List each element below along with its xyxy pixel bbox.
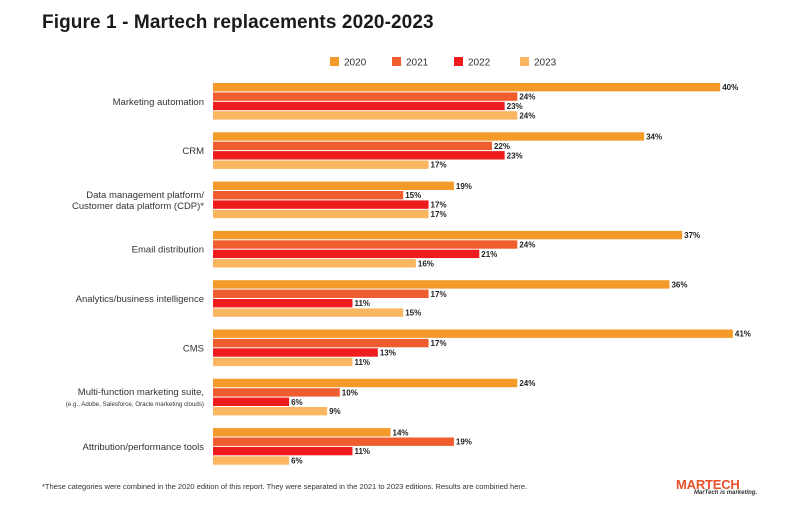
bar-2020-cat-3 (213, 181, 454, 190)
data-label-2023-cat-6: 11% (354, 358, 370, 367)
data-label-2020-cat-1: 40% (722, 83, 738, 92)
bar-2021-cat-8 (213, 437, 454, 446)
data-label-2023-cat-7: 9% (329, 407, 341, 416)
legend-label-2020: 2020 (344, 58, 367, 69)
category-label-8-line-1: Attribution/performance tools (83, 442, 205, 453)
bar-2022-cat-8 (213, 446, 353, 456)
data-label-2020-cat-6: 41% (735, 330, 751, 339)
chart-title: Figure 1 - Martech replacements 2020-202… (42, 12, 434, 33)
bar-2022-cat-5 (213, 299, 353, 308)
data-label-2020-cat-2: 34% (646, 133, 662, 142)
bar-2020-cat-8 (213, 428, 391, 437)
bar-2020-cat-1 (213, 83, 721, 92)
bar-2023-cat-5 (213, 308, 404, 317)
category-label-2-line-1: CRM (182, 146, 204, 157)
data-label-2020-cat-7: 24% (519, 379, 535, 388)
category-label-3-line-2: Customer data platform (CDP)* (72, 201, 204, 212)
bar-2020-cat-2 (213, 132, 645, 141)
bar-2021-cat-2 (213, 141, 492, 151)
legend-label-2021: 2021 (406, 58, 429, 69)
bar-2022-cat-7 (213, 397, 290, 406)
bar-2021-cat-3 (213, 191, 404, 200)
data-label-2021-cat-3: 15% (405, 191, 421, 200)
data-label-2023-cat-2: 17% (431, 161, 447, 170)
data-label-2022-cat-2: 23% (507, 151, 523, 160)
logo-tagline: MarTech is marketing. (694, 490, 758, 496)
bar-2021-cat-5 (213, 289, 429, 298)
bar-2022-cat-2 (213, 151, 505, 160)
data-label-2023-cat-8: 6% (291, 457, 303, 466)
bar-2021-cat-6 (213, 338, 429, 348)
legend-swatch-2020 (330, 57, 339, 66)
data-label-2023-cat-1: 24% (519, 111, 535, 120)
data-label-2022-cat-7: 6% (291, 398, 303, 407)
bar-2020-cat-5 (213, 280, 670, 289)
legend-label-2023: 2023 (534, 58, 557, 69)
bar-2022-cat-6 (213, 348, 378, 357)
legend-swatch-2022 (454, 57, 463, 66)
bar-2022-cat-4 (213, 249, 480, 259)
bar-2023-cat-6 (213, 357, 353, 367)
bar-2021-cat-7 (213, 388, 340, 397)
data-label-2021-cat-7: 10% (342, 388, 358, 397)
category-label-1-line-1: Marketing automation (113, 97, 204, 108)
bar-2020-cat-6 (213, 329, 733, 338)
bar-2023-cat-2 (213, 160, 429, 169)
bar-2023-cat-7 (213, 407, 328, 416)
bar-2023-cat-1 (213, 111, 518, 120)
legend-swatch-2023 (520, 57, 529, 66)
bar-2020-cat-7 (213, 378, 518, 388)
martech-logo: MARTECH MarTech is marketing. (676, 477, 776, 496)
data-label-2023-cat-4: 16% (418, 259, 434, 268)
data-label-2021-cat-6: 17% (431, 339, 447, 348)
category-label-7-line-2: (e.g., Adobe, Salesforce, Oracle marketi… (66, 401, 204, 408)
data-label-2022-cat-3: 17% (431, 201, 447, 210)
category-label-5-line-1: Analytics/business intelligence (76, 294, 204, 305)
data-label-2020-cat-3: 19% (456, 182, 472, 191)
legend-label-2022: 2022 (468, 58, 491, 69)
data-label-2022-cat-6: 13% (380, 349, 396, 358)
data-label-2022-cat-1: 23% (507, 102, 523, 111)
data-label-2022-cat-4: 21% (481, 250, 497, 259)
data-label-2020-cat-4: 37% (684, 231, 700, 240)
logo-wordmark: MARTECH (676, 477, 740, 492)
bar-2021-cat-1 (213, 92, 518, 101)
data-label-2023-cat-3: 17% (431, 210, 447, 219)
bar-2022-cat-3 (213, 200, 429, 209)
category-label-7-line-1: Multi-function marketing suite, (78, 387, 204, 398)
bar-2023-cat-4 (213, 259, 416, 268)
data-label-2020-cat-5: 36% (671, 280, 687, 289)
bar-2021-cat-4 (213, 240, 518, 249)
footnote: *These categories were combined in the 2… (42, 482, 528, 491)
data-label-2021-cat-8: 19% (456, 438, 472, 447)
data-label-2022-cat-8: 11% (354, 447, 370, 456)
data-label-2021-cat-2: 22% (494, 142, 510, 151)
category-label-3-line-1: Data management platform/ (86, 190, 204, 201)
legend-swatch-2021 (392, 57, 401, 66)
data-label-2022-cat-5: 11% (354, 299, 370, 308)
data-label-2021-cat-4: 24% (519, 241, 535, 250)
data-label-2021-cat-1: 24% (519, 93, 535, 102)
category-label-6-line-1: CMS (183, 343, 204, 354)
bar-2023-cat-8 (213, 456, 290, 465)
bar-2022-cat-1 (213, 101, 505, 111)
bar-2023-cat-3 (213, 209, 429, 219)
data-label-2021-cat-5: 17% (431, 290, 447, 299)
bar-2020-cat-4 (213, 230, 683, 240)
data-label-2023-cat-5: 15% (405, 309, 421, 318)
category-label-4-line-1: Email distribution (132, 245, 204, 256)
data-label-2020-cat-8: 14% (393, 428, 409, 437)
